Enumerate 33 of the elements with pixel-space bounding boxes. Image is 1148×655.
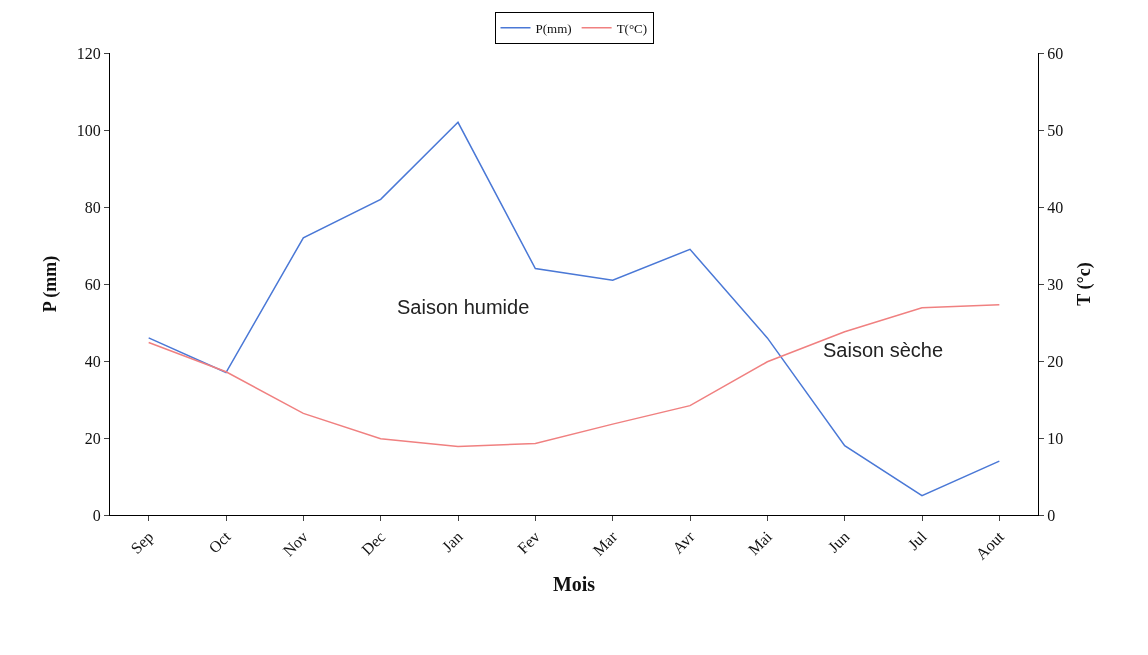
x-tick-label: Fev <box>514 527 544 557</box>
y2-tick-label: 20 <box>1047 352 1064 370</box>
y2-axis-title: T (°c) <box>1074 262 1096 306</box>
x-tick-label: Mar <box>589 527 621 559</box>
y2-tick-label: 0 <box>1047 506 1056 524</box>
y-axis-title: P (mm) <box>40 255 61 313</box>
x-tick-label: Oct <box>205 527 235 557</box>
x-tick-label: Avr <box>669 527 699 557</box>
y-tick-label: 120 <box>76 44 101 62</box>
y2-tick-label: 60 <box>1047 44 1064 62</box>
y-tick-label: 100 <box>76 121 101 139</box>
legend-label: P(mm) <box>535 20 572 36</box>
x-tick-label: Sep <box>127 527 158 558</box>
x-tick-label: Jul <box>904 527 931 554</box>
x-tick-label: Nov <box>279 527 312 560</box>
x-tick-label: Jun <box>824 527 853 556</box>
line-series <box>147 121 1001 497</box>
annotation: Saison sèche <box>823 339 944 361</box>
y-tick-label: 60 <box>84 275 101 293</box>
y2-tick-label: 30 <box>1047 275 1064 293</box>
y-tick-label: 0 <box>92 506 101 524</box>
x-tick-label: Dec <box>358 527 389 559</box>
x-tick-label: Jan <box>438 527 466 556</box>
y2-tick-label: 10 <box>1047 429 1064 447</box>
legend-label: T(°C) <box>616 20 648 36</box>
x-tick-label: Mai <box>744 527 776 559</box>
x-axis-title: Mois <box>552 573 596 596</box>
y-tick-label: 80 <box>84 198 101 216</box>
y-tick-label: 20 <box>84 429 101 447</box>
y-tick-label: 40 <box>84 352 101 370</box>
y2-tick-label: 50 <box>1047 121 1064 139</box>
annotation: Saison humide <box>397 296 530 318</box>
y2-tick-label: 40 <box>1047 198 1064 216</box>
